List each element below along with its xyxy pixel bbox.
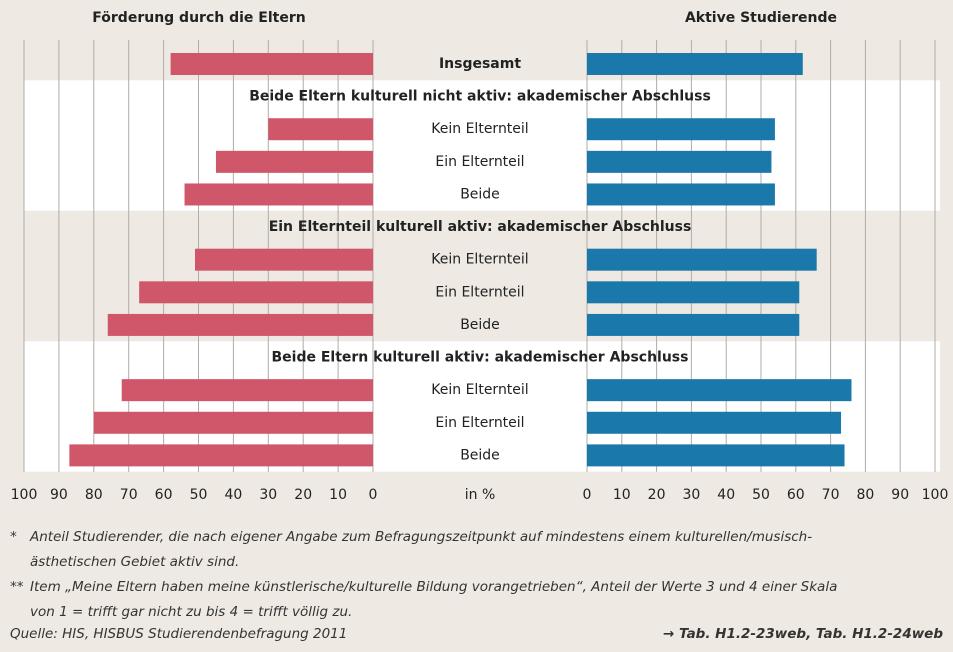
category-label: Ein Elternteil xyxy=(435,154,524,170)
bar xyxy=(587,411,842,434)
right-title: Aktive Studierende xyxy=(685,10,837,26)
bar xyxy=(587,183,775,206)
bar xyxy=(587,281,800,304)
reference: → Tab. H1.2-23web, Tab. H1.2-24web xyxy=(663,626,943,642)
x-tick-label: 60 xyxy=(787,487,805,503)
x-tick-label: 10 xyxy=(613,487,631,503)
x-tick-label: 90 xyxy=(891,487,909,503)
note-marker: ** xyxy=(10,579,24,595)
bar xyxy=(170,53,373,75)
category-label: Ein Elternteil xyxy=(435,284,524,300)
note-text: Item „Meine Eltern haben meine künstleri… xyxy=(30,579,837,595)
category-label: Kein Elternteil xyxy=(431,121,528,137)
unit-label: in % xyxy=(465,487,496,503)
bar xyxy=(268,118,373,141)
bar xyxy=(587,248,817,271)
category-label: Kein Elternteil xyxy=(431,252,528,268)
group-band xyxy=(24,80,940,211)
category-label: Beide xyxy=(460,317,500,333)
x-tick-label: 80 xyxy=(85,487,103,503)
x-tick-label: 70 xyxy=(822,487,840,503)
x-tick-label: 30 xyxy=(259,487,277,503)
x-tick-label: 0 xyxy=(369,487,378,503)
bar xyxy=(139,281,373,304)
x-tick-label: 20 xyxy=(294,487,312,503)
x-tick-label: 0 xyxy=(583,487,592,503)
x-tick-label: 90 xyxy=(50,487,68,503)
category-label: Insgesamt xyxy=(439,56,521,72)
group-title: Beide Eltern kulturell nicht aktiv: akad… xyxy=(249,89,711,105)
bar xyxy=(195,248,373,271)
bar xyxy=(93,411,374,434)
x-tick-label: 50 xyxy=(190,487,208,503)
x-tick-label: 60 xyxy=(155,487,173,503)
bar xyxy=(587,313,800,336)
x-tick-label: 40 xyxy=(224,487,242,503)
bar xyxy=(587,53,803,75)
bar xyxy=(69,444,374,467)
source: Quelle: HIS, HISBUS Studierendenbefragun… xyxy=(10,626,347,642)
x-tick-label: 20 xyxy=(648,487,666,503)
bar xyxy=(587,118,775,141)
category-label: Beide xyxy=(460,447,500,463)
bar xyxy=(587,444,845,467)
x-tick-label: 100 xyxy=(922,487,949,503)
bar xyxy=(184,183,373,206)
note-marker: * xyxy=(10,529,17,545)
category-label: Kein Elternteil xyxy=(431,382,528,398)
note-text: ästhetischen Gebiet aktiv sind. xyxy=(30,554,239,570)
x-tick-label: 70 xyxy=(120,487,138,503)
category-label: Ein Elternteil xyxy=(435,415,524,431)
bar xyxy=(107,313,373,336)
x-tick-label: 10 xyxy=(329,487,347,503)
x-tick-label: 30 xyxy=(682,487,700,503)
bar xyxy=(587,150,772,173)
category-label: Beide xyxy=(460,186,500,202)
group-title: Beide Eltern kulturell aktiv: akademisch… xyxy=(272,350,689,366)
group-title: Ein Elternteil kulturell aktiv: akademis… xyxy=(269,219,692,235)
bar xyxy=(587,379,852,402)
x-tick-label: 80 xyxy=(856,487,874,503)
left-title: Förderung durch die Eltern xyxy=(92,10,305,26)
x-tick-label: 40 xyxy=(717,487,735,503)
x-tick-label: 100 xyxy=(11,487,38,503)
note-text: Anteil Studierender, die nach eigener An… xyxy=(29,529,812,545)
note-text: von 1 = trifft gar nicht zu bis 4 = trif… xyxy=(30,604,352,620)
bar xyxy=(215,150,373,173)
bar xyxy=(121,379,373,402)
x-tick-label: 50 xyxy=(752,487,770,503)
